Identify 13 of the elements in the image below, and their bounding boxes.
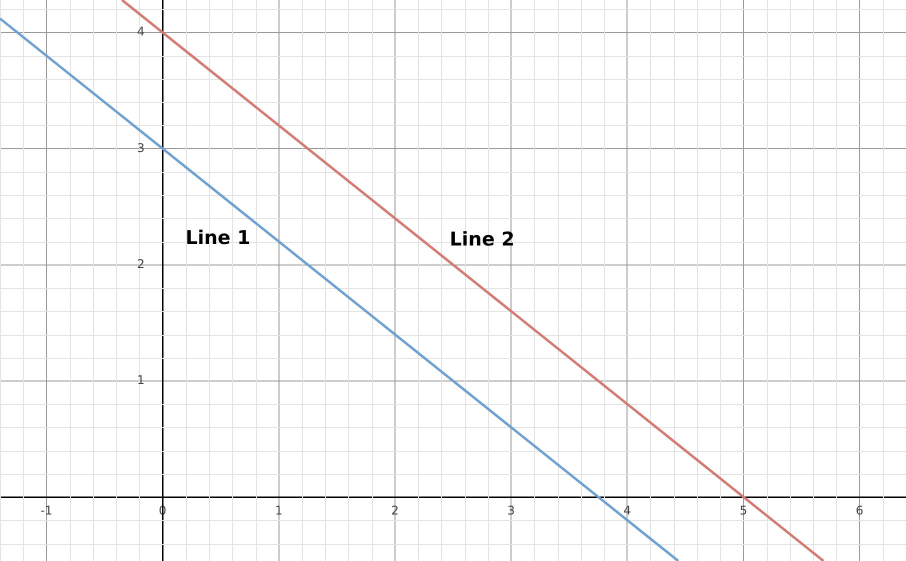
x-tick-label: -1 — [40, 503, 52, 518]
x-tick-label: 6 — [856, 503, 864, 518]
y-tick-label: 3 — [136, 140, 145, 155]
x-tick-label: 1 — [274, 503, 283, 518]
y-tick-label: 2 — [136, 256, 145, 271]
x-tick-label: 2 — [391, 503, 399, 518]
y-tick-label: 1 — [136, 373, 145, 388]
y-tick-label: 4 — [136, 24, 145, 39]
x-tick-label: 4 — [623, 503, 632, 518]
series-label: Line 2 — [450, 228, 515, 250]
x-tick-label: 5 — [740, 503, 748, 518]
x-tick-label: 3 — [507, 503, 515, 518]
series-label: Line 1 — [186, 227, 250, 250]
